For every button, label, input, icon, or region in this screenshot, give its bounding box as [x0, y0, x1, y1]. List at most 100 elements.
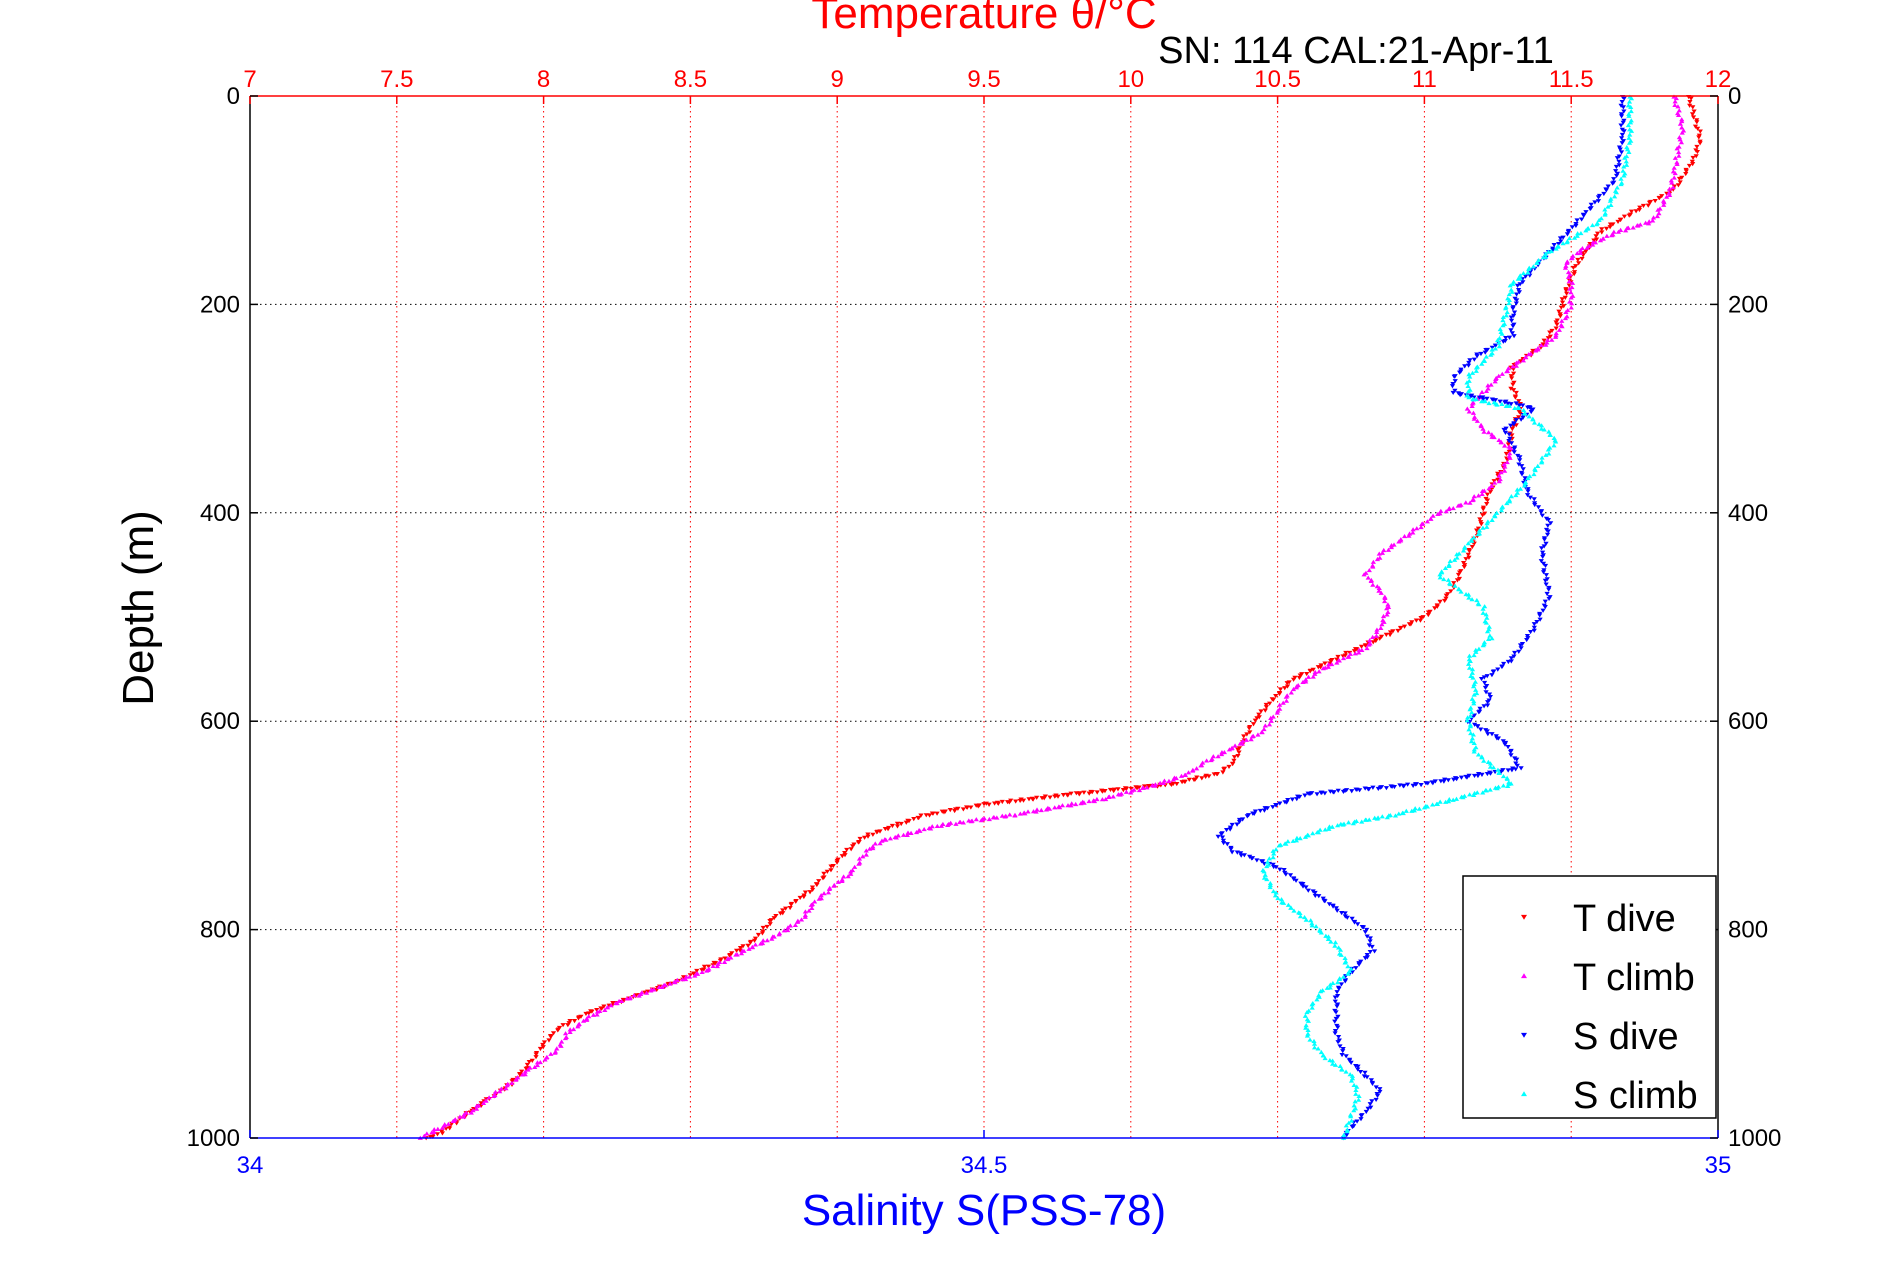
data-point [1302, 1013, 1308, 1018]
data-point [1671, 165, 1677, 170]
data-point [1516, 462, 1522, 467]
data-point [1623, 228, 1629, 233]
data-point [923, 813, 929, 818]
data-point [1511, 334, 1517, 339]
data-point [1511, 371, 1517, 376]
data-point [1570, 265, 1577, 270]
data-point [1511, 313, 1517, 318]
data-point [1599, 230, 1605, 235]
data-point [1674, 161, 1680, 166]
data-point [1664, 194, 1670, 199]
data-point [1484, 615, 1490, 620]
data-point [435, 1126, 441, 1131]
data-point [1362, 817, 1369, 822]
data-point [1469, 736, 1476, 741]
data-point [806, 908, 812, 913]
data-point [1466, 378, 1472, 383]
data-point [1256, 712, 1262, 717]
data-point [1362, 643, 1368, 648]
data-point [1531, 497, 1537, 502]
data-point [1340, 654, 1346, 659]
data-point [1535, 505, 1542, 510]
data-point [1358, 1117, 1364, 1122]
data-point [1545, 447, 1551, 452]
data-point [1505, 659, 1511, 665]
data-point [1430, 513, 1436, 518]
data-point [687, 974, 693, 979]
data-point [1615, 219, 1621, 225]
data-point [1516, 399, 1522, 404]
data-point [1424, 519, 1430, 524]
data-point [1470, 684, 1477, 689]
data-point [1340, 974, 1347, 979]
data-point [498, 1086, 504, 1091]
data-point [1489, 673, 1495, 678]
data-point [1261, 726, 1267, 732]
data-point [1683, 169, 1689, 174]
data-point [1538, 423, 1545, 428]
data-point [1499, 401, 1505, 406]
data-point [1516, 415, 1522, 420]
data-point [1384, 815, 1390, 820]
data-point [1367, 939, 1373, 944]
data-point [1686, 163, 1693, 168]
data-point [1542, 563, 1549, 569]
data-point [1474, 354, 1480, 359]
data-point [1475, 493, 1482, 498]
data-point [1272, 893, 1279, 898]
data-point [504, 1083, 510, 1088]
data-point [747, 940, 754, 945]
data-point [546, 1038, 552, 1043]
data-point [1463, 557, 1469, 562]
data-point [529, 1058, 535, 1063]
data-point [1483, 354, 1489, 359]
data-point [1510, 382, 1516, 387]
data-point [1464, 406, 1470, 411]
data-point [726, 953, 733, 958]
data-point [694, 968, 700, 974]
data-point [953, 821, 959, 826]
data-point [1545, 529, 1551, 534]
data-point [1565, 274, 1572, 279]
data-point [1477, 517, 1483, 522]
data-point [1621, 173, 1627, 178]
data-point [586, 1014, 592, 1019]
data-point [1646, 219, 1652, 224]
data-point [1469, 597, 1475, 602]
data-point [1351, 649, 1358, 654]
data-point [1458, 589, 1464, 594]
data-point [1328, 659, 1334, 664]
data-point [1498, 440, 1504, 445]
data-point [1609, 181, 1616, 186]
data-point [1478, 522, 1484, 527]
data-point [1059, 803, 1066, 808]
data-point [1231, 758, 1237, 763]
data-point [957, 819, 963, 825]
legend-marker-s-dive [1521, 1032, 1527, 1038]
data-point [1510, 324, 1516, 329]
top-tick-label: 8 [537, 66, 550, 93]
data-point [929, 811, 935, 816]
data-point [509, 1080, 515, 1085]
data-point [1348, 1078, 1355, 1083]
data-point [1515, 276, 1521, 281]
data-point [1612, 194, 1618, 199]
data-point [1563, 263, 1569, 268]
data-point [1356, 962, 1362, 967]
data-point [798, 917, 805, 922]
data-point [1563, 288, 1569, 293]
data-point [1384, 612, 1390, 617]
data-point [1515, 453, 1521, 459]
data-point [835, 879, 841, 884]
data-point [1626, 140, 1633, 145]
data-point [1505, 744, 1511, 750]
data-point [926, 825, 932, 831]
data-point [1336, 976, 1343, 982]
data-point [1476, 646, 1482, 651]
data-point [1458, 775, 1465, 780]
data-point [1621, 164, 1627, 169]
data-point [1302, 793, 1308, 798]
data-point [1581, 213, 1587, 218]
data-point [1418, 782, 1424, 788]
data-point [1304, 1009, 1310, 1015]
